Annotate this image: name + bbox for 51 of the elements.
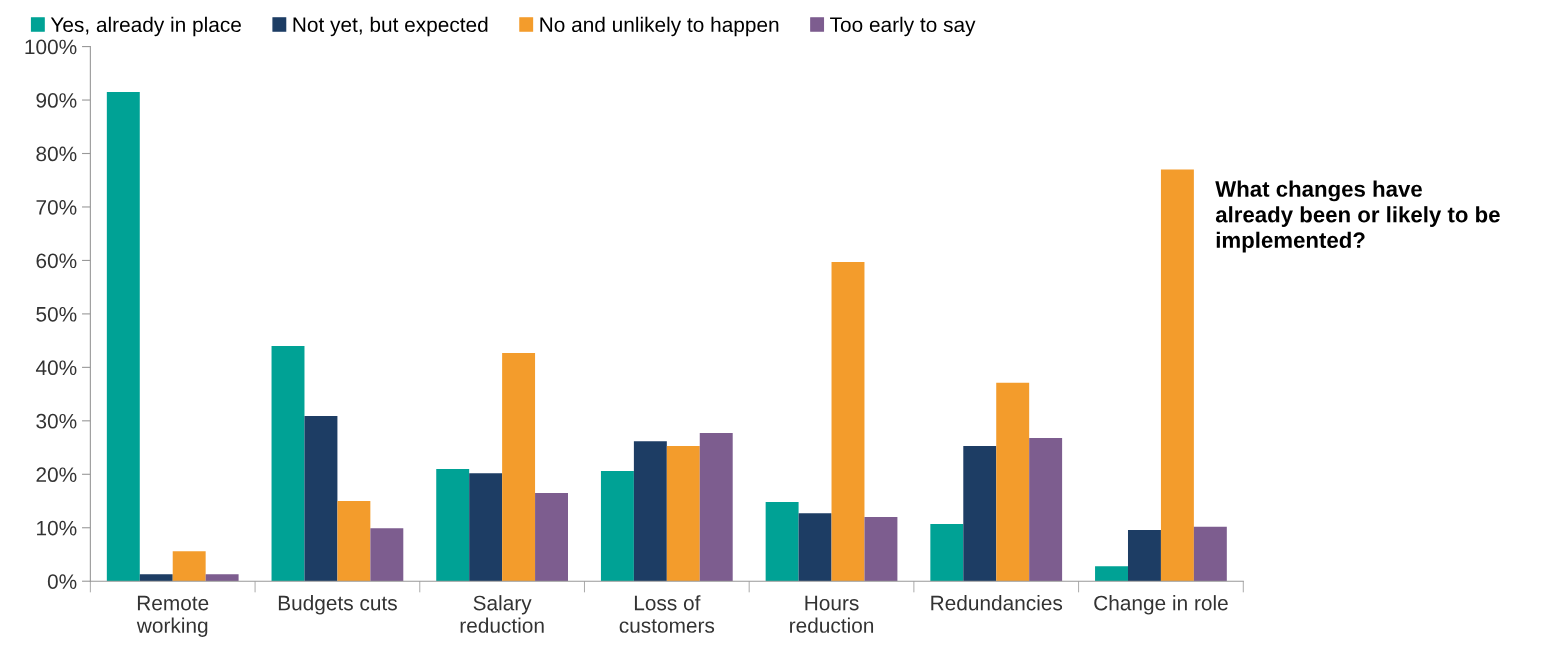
bar <box>469 473 503 582</box>
bar <box>1160 169 1194 582</box>
x-tick-label: Hours reduction <box>790 595 874 633</box>
bar <box>1193 526 1227 582</box>
bar <box>172 551 206 582</box>
x-tick-label: Redundancies <box>931 595 1063 611</box>
bar <box>502 352 536 582</box>
y-tick-label: 70% <box>36 199 77 215</box>
bar <box>1029 437 1063 582</box>
bar <box>304 416 338 582</box>
legend-label: Not yet, but expected <box>293 16 488 37</box>
x-tick-label: Salary reduction <box>460 595 544 633</box>
bar <box>1127 529 1161 582</box>
bar <box>205 574 239 582</box>
bar <box>963 445 997 582</box>
bar <box>996 382 1030 582</box>
y-tick-label: 90% <box>36 93 77 108</box>
bar <box>337 501 371 582</box>
y-tick-label: 10% <box>37 520 77 536</box>
y-tick-label: 40% <box>35 360 77 376</box>
bar <box>1095 566 1128 582</box>
bar <box>535 493 568 582</box>
y-tick-label: 30% <box>36 413 77 429</box>
y-tick-label: 50% <box>36 306 77 322</box>
y-tick-label: 0% <box>47 574 77 589</box>
bar <box>765 502 799 582</box>
bar <box>600 471 634 582</box>
y-tick-label: 80% <box>36 146 77 162</box>
bar <box>436 468 470 582</box>
bar <box>271 345 305 582</box>
bar <box>106 92 140 582</box>
bar <box>633 441 667 582</box>
x-tick-label: Change in role <box>1094 595 1228 615</box>
bar <box>666 445 700 582</box>
bar <box>370 528 404 582</box>
bar <box>831 262 865 582</box>
bar <box>930 524 964 582</box>
y-tick-label: 100% <box>25 39 77 55</box>
bar <box>864 517 898 582</box>
legend-label: Too early to say <box>830 16 976 37</box>
legend-label: No and unlikely to happen <box>540 16 779 37</box>
x-tick-label: Loss of customers <box>619 595 715 633</box>
x-tick-label: Remote working <box>136 595 209 637</box>
legend-label: Yes, already in place <box>50 16 241 37</box>
bar <box>798 513 832 582</box>
bar <box>699 433 733 582</box>
y-tick-label: 20% <box>36 467 77 483</box>
x-tick-label: Budgets cuts <box>278 595 397 615</box>
bar <box>139 574 173 582</box>
y-tick-label: 60% <box>36 253 77 269</box>
annotation: What changes have already been or likely to be implemented? <box>1215 180 1500 253</box>
